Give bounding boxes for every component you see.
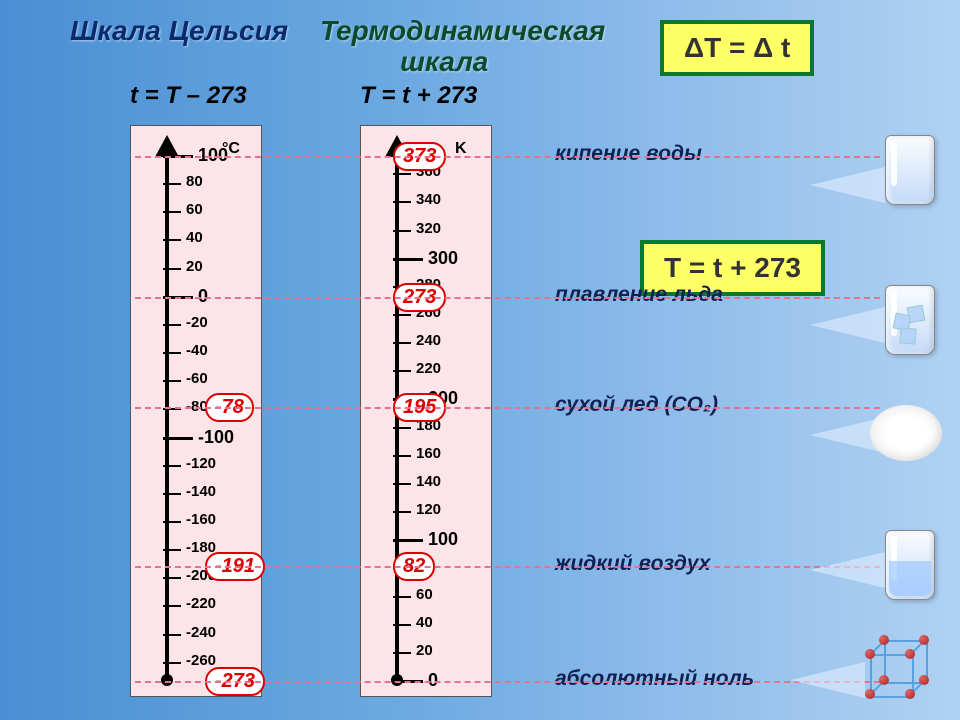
kelvin-tick [393,230,411,232]
kelvin-tick [393,483,411,485]
kelvin-tick [393,258,423,261]
phenomenon-label: кипение воды [555,142,702,166]
connector-dash [135,156,880,158]
kelvin-tick [393,539,423,542]
kelvin-tick [393,511,411,513]
celsius-tick [163,662,181,664]
celsius-axis [165,155,169,680]
kelvin-tick-label: 60 [416,586,433,603]
celsius-tick [163,268,181,270]
celsius-formula: t = T – 273 [130,82,247,110]
connector-dash [135,566,880,568]
delta-box: ΔT = Δ t [660,20,814,76]
celsius-tick-label: -140 [186,483,216,500]
connector-dash [135,681,880,683]
celsius-tick [163,521,181,523]
glass-ice [885,285,935,355]
celsius-tick-label: 60 [186,201,203,218]
celsius-tick [163,352,181,354]
celsius-tick-label: -220 [186,595,216,612]
celsius-tick-label: -240 [186,624,216,641]
celsius-tick [163,549,181,551]
celsius-tick-label: -260 [186,652,216,669]
phenomenon-label: абсолютный ноль [555,667,754,691]
celsius-tick [163,183,181,185]
phenomenon-label: сухой лед (CO₂) [555,393,718,417]
phenomenon-label: плавление льда [555,283,723,307]
kelvin-tick-label: 120 [416,501,441,518]
kelvin-tick-label: 320 [416,220,441,237]
celsius-tick [163,634,181,636]
celsius-tick [163,408,181,410]
kelvin-tick [393,652,411,654]
kelvin-tick [393,455,411,457]
celsius-tick-label: 80 [186,173,203,190]
kelvin-tick-label: 160 [416,445,441,462]
kelvin-formula: T = t + 273 [360,82,477,110]
celsius-tick-label: -60 [186,370,208,387]
celsius-tick-label: -120 [186,455,216,472]
thermo-title-2: шкала [400,46,488,78]
celsius-tick [163,437,193,440]
celsius-title: Шкала Цельсия [70,15,288,47]
beam-5 [790,662,865,698]
celsius-tick [163,324,181,326]
celsius-tick-label: -20 [186,314,208,331]
celsius-tick [163,211,181,213]
connector-dash [135,297,880,299]
celsius-tick [163,605,181,607]
kelvin-tick-label: 100 [428,529,458,550]
connector-dash [135,407,880,409]
kelvin-tick [393,427,411,429]
beam-1 [810,167,885,203]
beam-2 [810,307,885,343]
glass-boiling [885,135,935,205]
kelvin-tick [393,370,411,372]
kelvin-tick-label: 20 [416,642,433,659]
kelvin-tick-label: 140 [416,473,441,490]
kelvin-tick-label: 340 [416,191,441,208]
celsius-tick [163,239,181,241]
celsius-tick [163,465,181,467]
kelvin-tick [393,314,411,316]
kelvin-tick-label: 40 [416,614,433,631]
celsius-tick-label: 40 [186,229,203,246]
celsius-tick-label: -160 [186,511,216,528]
kelvin-tick [393,624,411,626]
celsius-arrow [155,135,179,157]
celsius-tick [163,493,181,495]
thermo-title-1: Термодинамическая [320,15,605,47]
kelvin-tick [393,342,411,344]
kelvin-tick [393,596,411,598]
glass-liquid-air [885,530,935,600]
kelvin-tick-label: 300 [428,248,458,269]
celsius-tick-label: -100 [198,427,234,448]
dry-ice [870,405,942,461]
kelvin-tick [393,201,411,203]
kelvin-tick [393,173,411,175]
phenomenon-label: жидкий воздух [555,552,710,576]
kelvin-tick-label: 220 [416,360,441,377]
beam-4 [810,552,885,588]
celsius-tick-label: -40 [186,342,208,359]
kelvin-tick-label: 240 [416,332,441,349]
absolute-zero-cube [870,640,930,700]
celsius-tick-label: 20 [186,258,203,275]
celsius-origin [161,674,173,686]
celsius-tick [163,380,181,382]
celsius-tick [163,577,181,579]
